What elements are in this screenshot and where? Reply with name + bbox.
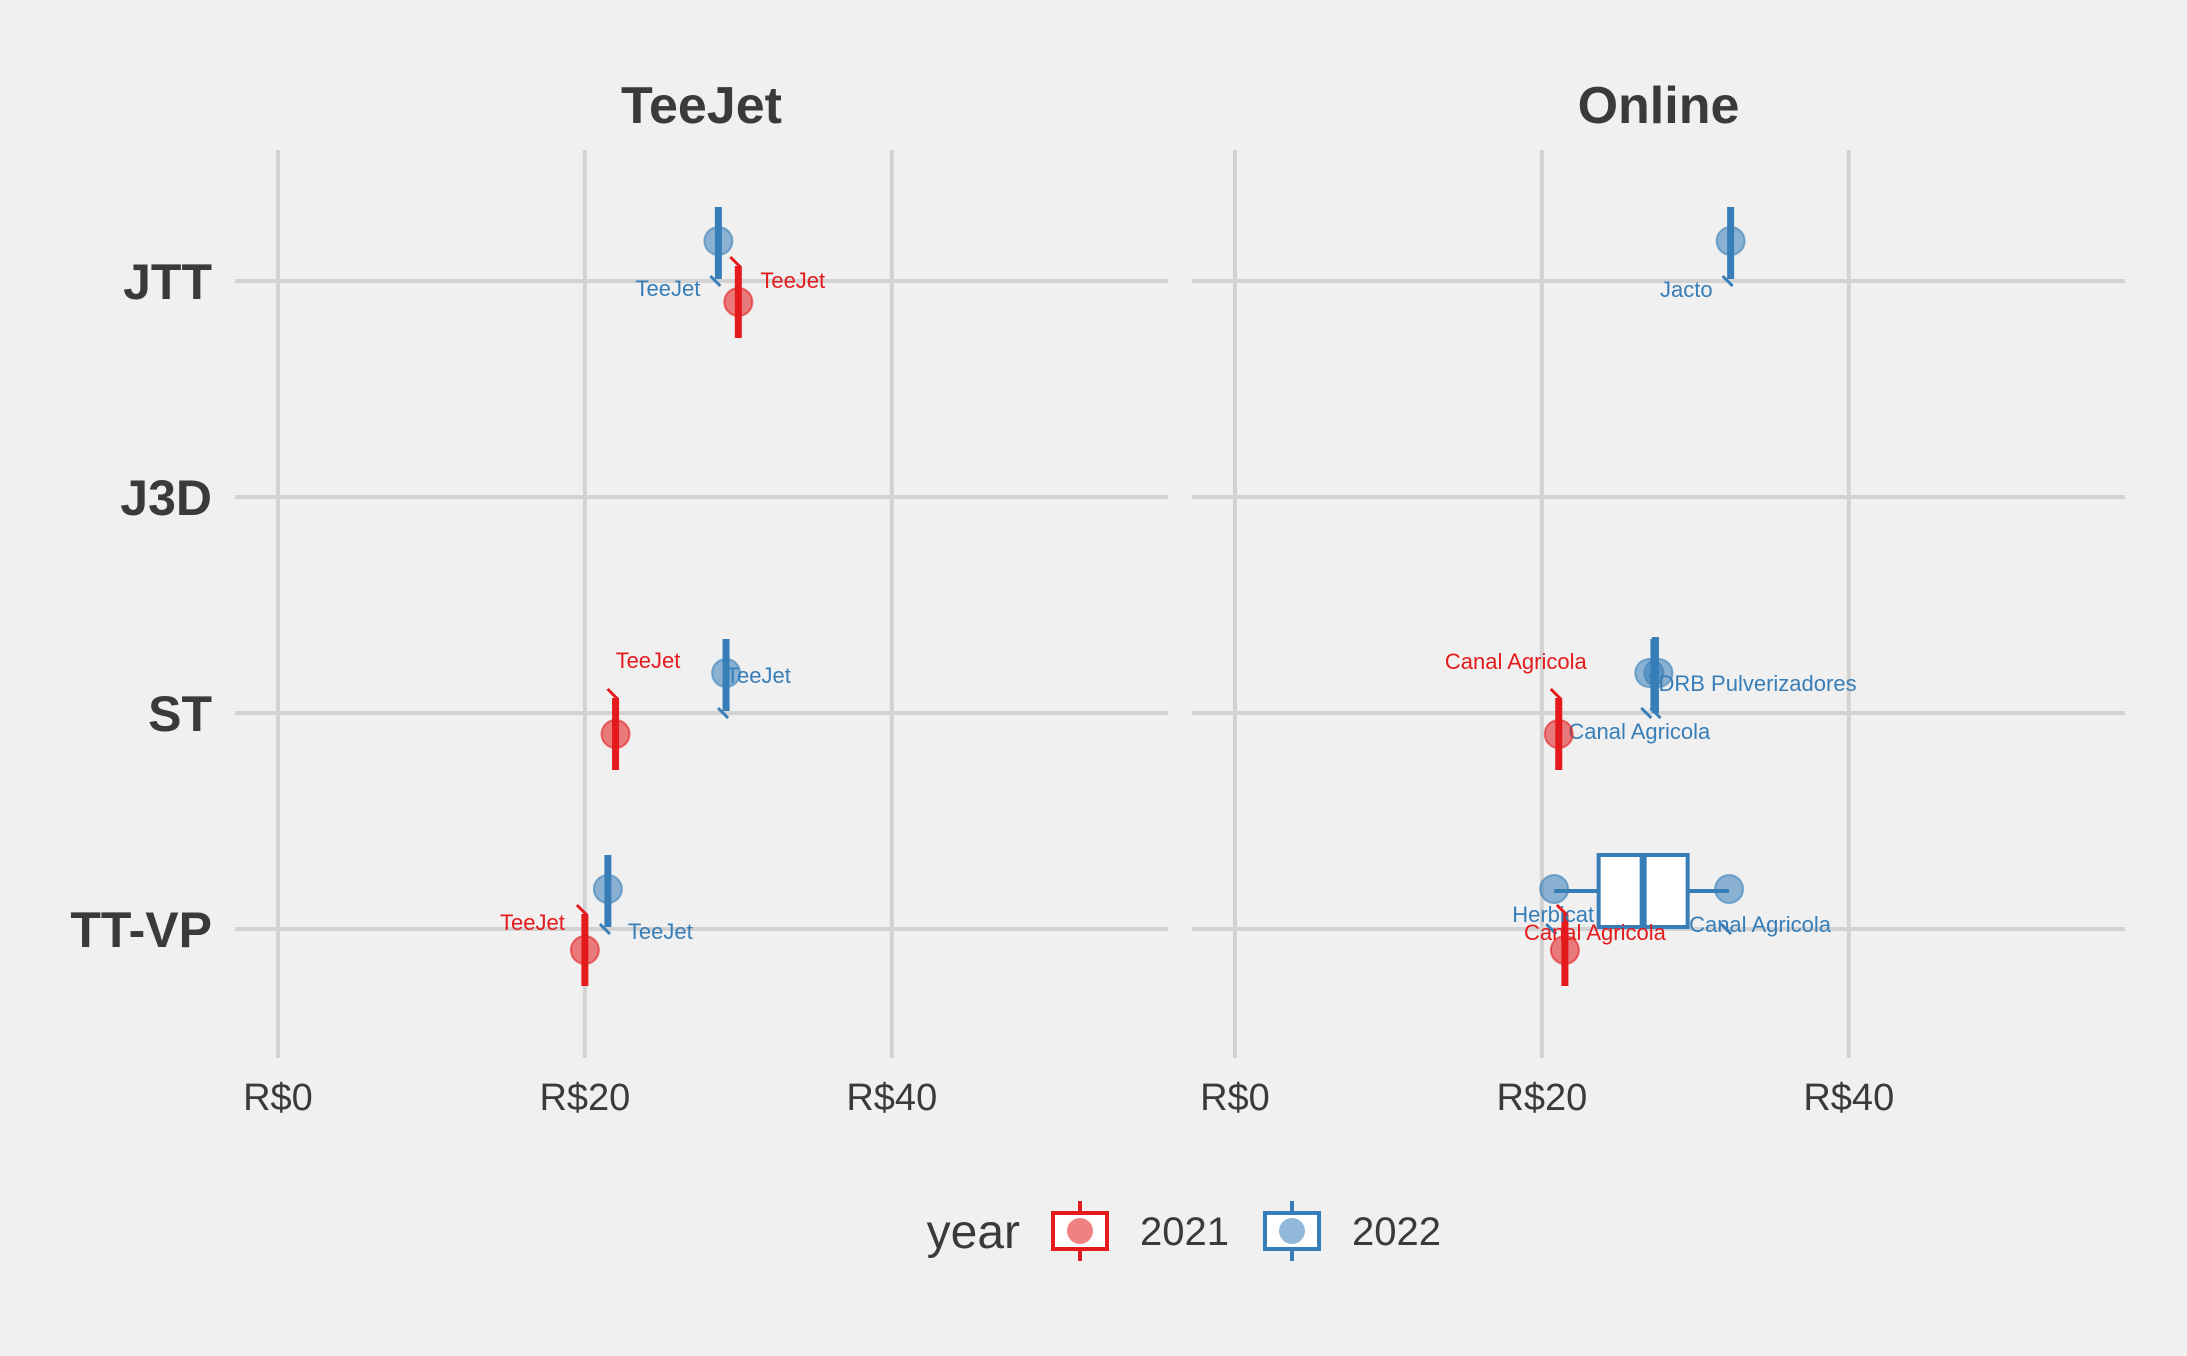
- point-label: TeeJet: [636, 276, 701, 301]
- legend-title: year: [927, 1206, 1020, 1259]
- facet-title: TeeJet: [621, 77, 782, 135]
- label-leader: [1720, 922, 1733, 936]
- label-leader: [1555, 903, 1568, 917]
- label-leader: [1545, 922, 1558, 936]
- label-leader: [1549, 687, 1562, 701]
- label-leader: [575, 903, 588, 917]
- label-leader: [606, 687, 619, 701]
- legend-label: 2021: [1140, 1210, 1229, 1254]
- data-point: [600, 719, 631, 749]
- legend-key-2022: [1263, 1201, 1321, 1261]
- y-tick-label: TT-VP: [70, 902, 212, 958]
- label-leader: [1721, 274, 1734, 288]
- point-label: Canal Agricola: [1445, 649, 1588, 674]
- label-leader: [729, 255, 742, 269]
- box-tt-vp-2022: [1554, 853, 1730, 929]
- x-tick-label: R$20: [539, 1077, 630, 1119]
- facet-online: Online R$0 R$20 R$40 Jacto Canal Agricola DRB …: [1192, 77, 2125, 1119]
- data-point: [1549, 935, 1580, 965]
- point-label: Herbicat: [1512, 902, 1594, 927]
- legend-label: 2022: [1352, 1210, 1441, 1254]
- facet-teejet: TeeJet R$0 R$20 R$40 TeeJet TeeJet TeeJet TeeJe…: [235, 77, 1168, 1119]
- x-tick-label: R$0: [1200, 1077, 1270, 1119]
- data-point: [1539, 874, 1570, 904]
- point-label: Canal Agricola: [1524, 920, 1667, 945]
- legend-key-2021: [1051, 1201, 1109, 1261]
- x-tick-label: R$40: [1803, 1077, 1894, 1119]
- data-point: [703, 226, 734, 256]
- label-leader: [716, 706, 730, 720]
- facet-title: Online: [1578, 77, 1740, 135]
- y-tick-label: ST: [148, 686, 212, 742]
- data-point: [1643, 658, 1674, 688]
- legend: year 2021 2022: [927, 1201, 1441, 1261]
- data-point: [1715, 226, 1746, 256]
- point-label: Jacto: [1660, 277, 1713, 302]
- y-tick-label: J3D: [120, 470, 212, 526]
- y-tick-label: JTT: [123, 254, 212, 310]
- point-label: TeeJet: [616, 648, 681, 673]
- data-point: [569, 935, 600, 965]
- data-point: [723, 287, 754, 317]
- label-leader: [709, 274, 722, 288]
- legend-point: [1067, 1218, 1093, 1244]
- data-point: [1543, 719, 1574, 749]
- legend-point: [1279, 1218, 1305, 1244]
- x-tick-label: R$0: [243, 1077, 313, 1119]
- point-label: Canal Agricola: [1689, 912, 1832, 937]
- data-point: [1714, 874, 1745, 904]
- x-tick-label: R$20: [1496, 1077, 1587, 1119]
- label-leader: [598, 922, 611, 936]
- point-label: Canal Agricola: [1568, 719, 1711, 744]
- point-label: TeeJet: [760, 268, 825, 293]
- label-leader: [1649, 706, 1662, 720]
- x-tick-label: R$40: [846, 1077, 937, 1119]
- data-point: [592, 874, 623, 904]
- point-label: TeeJet: [500, 910, 565, 935]
- data-point: [711, 658, 742, 688]
- label-leader: [1640, 706, 1653, 720]
- point-label: DRB Pulverizadores: [1659, 671, 1857, 696]
- point-label: TeeJet: [628, 919, 693, 944]
- point-label: TeeJet: [726, 663, 791, 688]
